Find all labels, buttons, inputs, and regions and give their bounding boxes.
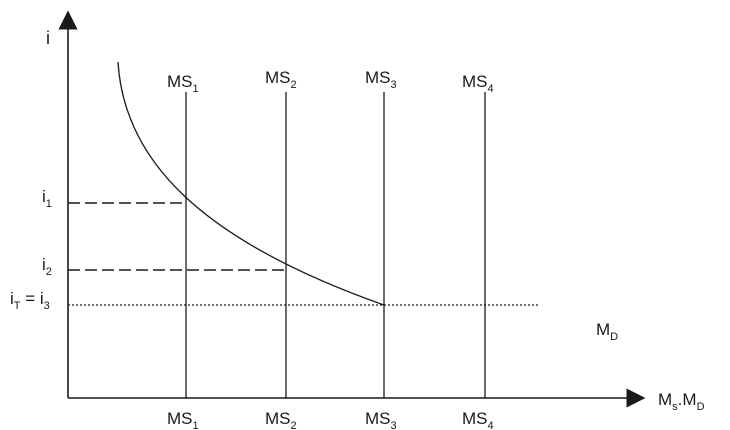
rate-label-i2: i2: [42, 255, 52, 278]
demand-curve-label: MD: [596, 320, 618, 343]
supply-label-top-3: MS3: [365, 68, 397, 91]
supply-label-top-2: MS2: [265, 68, 297, 91]
supply-label-top-4: MS4: [462, 72, 494, 95]
rate-label-i1: i1: [42, 187, 52, 210]
y-axis-label: i: [46, 28, 50, 48]
money-demand-curve: [117, 61, 385, 306]
supply-label-top-1: MS1: [167, 72, 199, 95]
x-axis-label: Ms.MD: [658, 390, 705, 413]
rate-label-it-i3: iT = i3: [10, 289, 50, 312]
supply-label-bottom-1: MS1: [167, 409, 199, 430]
supply-label-bottom-3: MS3: [365, 409, 397, 430]
supply-label-bottom-2: MS2: [265, 409, 297, 430]
supply-label-bottom-4: MS4: [462, 409, 494, 430]
